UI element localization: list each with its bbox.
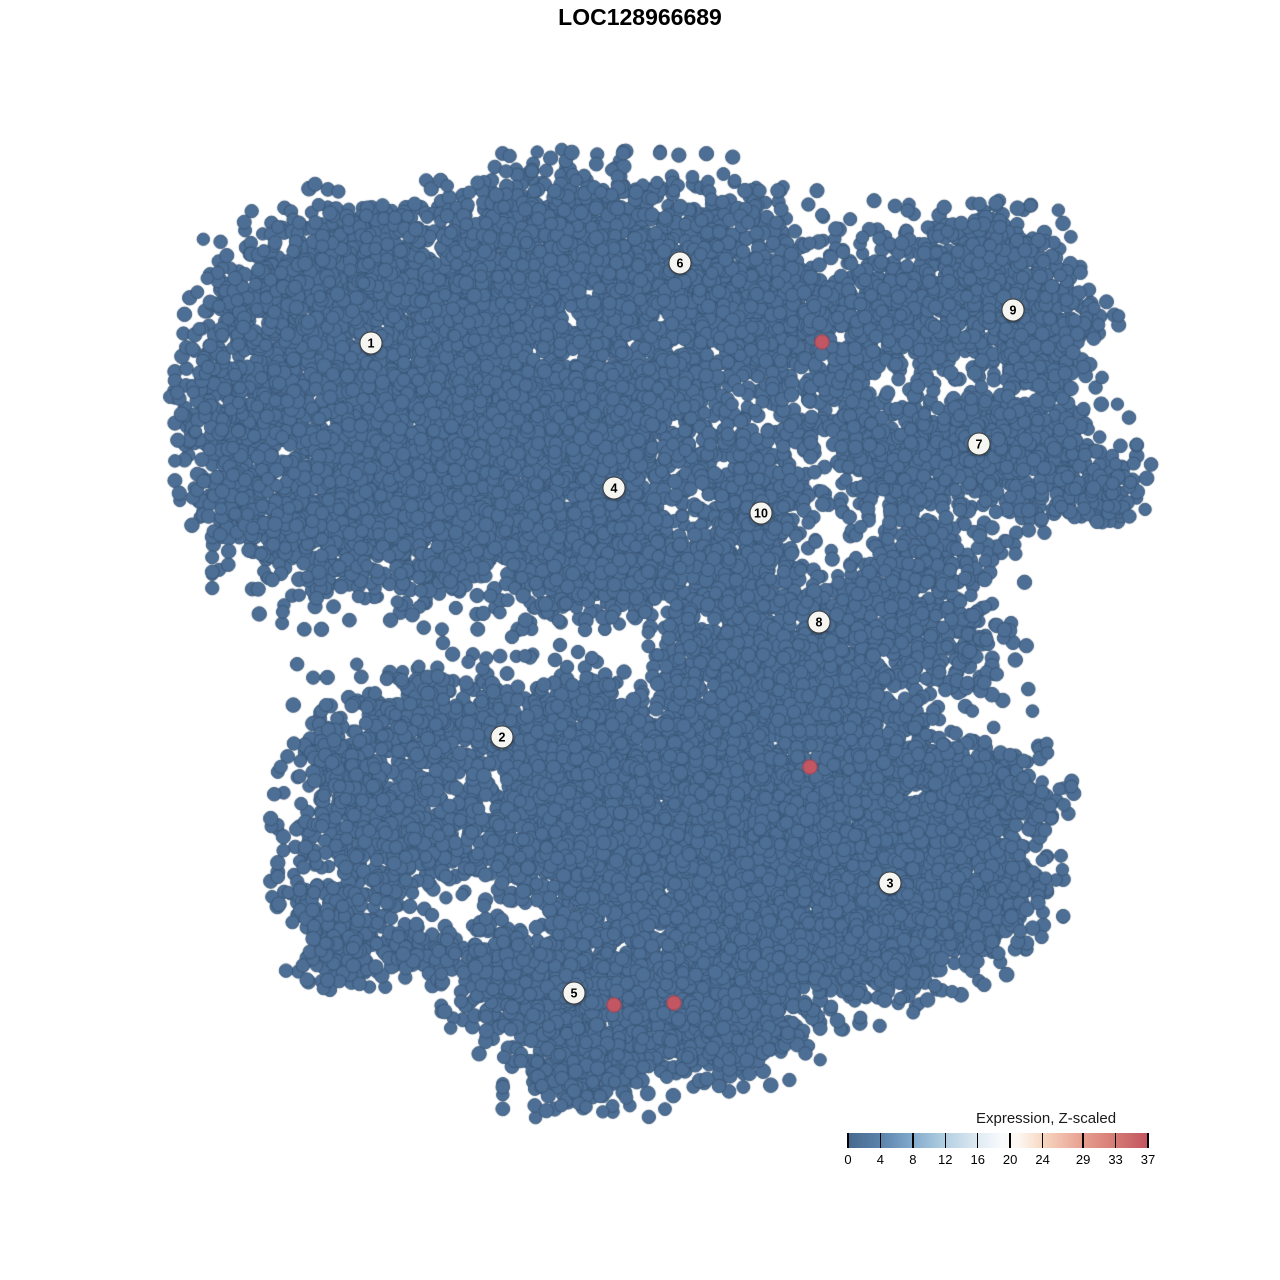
legend-tick-label: 33 [1108, 1152, 1123, 1167]
legend-tick [976, 1133, 979, 1148]
legend-tick-label: 37 [1140, 1152, 1156, 1167]
legend-tick [1041, 1133, 1044, 1148]
expression-legend: Expression, Z-scaled 0 4 8 12 16 20 24 29 33 37 [844, 1110, 1155, 1170]
legend-tick [1009, 1133, 1011, 1148]
legend-tick [847, 1133, 849, 1148]
legend-tick-label: 29 [1075, 1152, 1091, 1167]
legend-tick-label: 16 [970, 1152, 985, 1167]
legend-tick-label: 12 [938, 1152, 953, 1167]
legend-tick [1147, 1133, 1149, 1148]
legend-tick [912, 1133, 914, 1148]
legend-gradient-bar: 0 4 8 12 16 20 24 29 33 37 [844, 1133, 1155, 1167]
legend-tick-label: 20 [1002, 1152, 1018, 1167]
legend-tick [944, 1133, 947, 1148]
legend-tick-label: 8 [909, 1152, 917, 1167]
legend-tick-label: 24 [1035, 1152, 1050, 1167]
legend-tick-label: 4 [876, 1152, 885, 1167]
legend-tick [1114, 1133, 1117, 1148]
legend-tick [1082, 1133, 1084, 1148]
legend-tick [879, 1133, 882, 1148]
legend-title: Expression, Z-scaled [976, 1110, 1117, 1127]
legend-tick-label: 0 [844, 1152, 852, 1167]
